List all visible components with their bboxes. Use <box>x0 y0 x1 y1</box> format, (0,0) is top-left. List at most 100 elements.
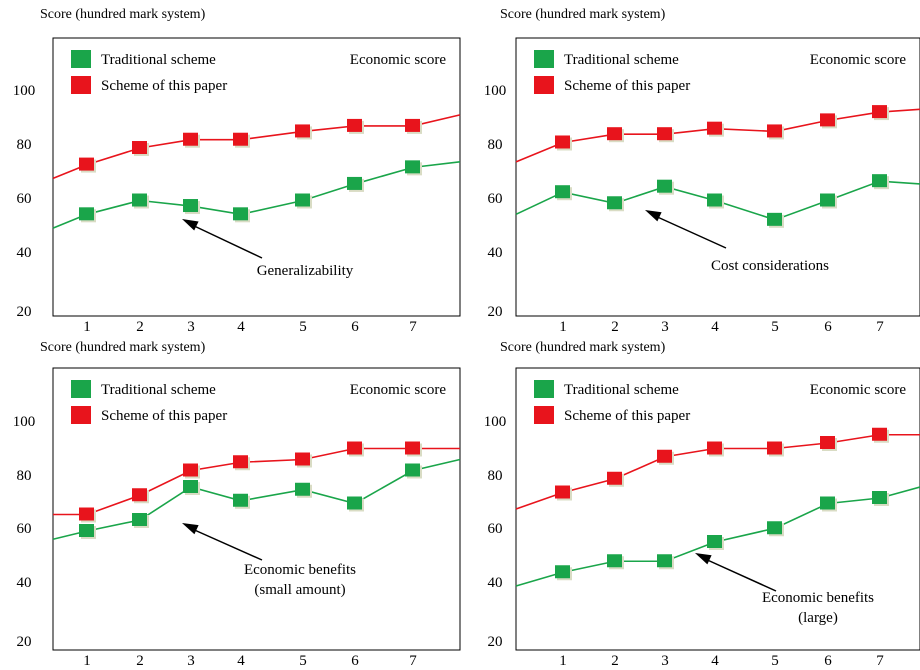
y-tick-label: 20 <box>17 304 32 320</box>
legend-swatch-this-paper <box>71 406 91 424</box>
legend-label: Traditional scheme <box>564 52 679 68</box>
data-point <box>183 199 198 213</box>
legend-swatch-traditional <box>534 50 554 68</box>
x-tick-label: 5 <box>299 653 307 669</box>
x-tick-label: 1 <box>83 319 91 335</box>
data-point <box>872 491 887 504</box>
legend-swatch-this-paper <box>71 76 91 94</box>
x-tick-label: 4 <box>711 319 719 335</box>
x-tick-label: 2 <box>611 319 619 335</box>
data-point <box>657 179 672 193</box>
plot-frame <box>52 367 461 651</box>
x-tick-label: 7 <box>409 653 417 669</box>
data-point <box>79 524 94 537</box>
legend-label: Traditional scheme <box>101 52 216 68</box>
legend-label: Traditional scheme <box>101 382 216 398</box>
data-point <box>555 565 570 579</box>
legend-label: Scheme of this paper <box>564 408 690 424</box>
legend-swatch-traditional <box>534 380 554 398</box>
plot-frame <box>52 37 461 317</box>
legend-label: Scheme of this paper <box>101 78 227 94</box>
annotation-label: (small amount) <box>254 582 345 598</box>
legend-label: Scheme of this paper <box>564 78 690 94</box>
x-tick-label: 2 <box>611 653 619 669</box>
data-point <box>405 441 420 455</box>
data-point <box>820 113 835 127</box>
annotation-label: (large) <box>798 610 838 626</box>
data-point <box>295 452 310 466</box>
x-tick-label: 3 <box>187 319 195 335</box>
data-point <box>657 554 672 568</box>
data-point <box>707 441 722 455</box>
y-tick-label: 80 <box>488 468 503 484</box>
x-tick-label: 5 <box>299 319 307 335</box>
data-point <box>872 105 887 119</box>
annotation-arrow-shaft <box>189 527 263 561</box>
data-point <box>767 124 782 138</box>
y-tick-label: 100 <box>13 83 36 99</box>
chart-panel-2: Score (hundred mark system) 20 40 60 80 100 1 2… <box>484 7 920 335</box>
data-point <box>233 207 248 221</box>
x-tick-label: 5 <box>771 319 779 335</box>
y-axis-label: Score (hundred mark system) <box>40 7 206 22</box>
data-point <box>767 212 782 226</box>
y-axis-label: Score (hundred mark system) <box>500 340 666 355</box>
x-tick-label: 1 <box>559 653 567 669</box>
plot-frame <box>515 37 920 317</box>
x-tick-label: 6 <box>351 319 359 335</box>
data-point <box>233 132 248 146</box>
data-point <box>872 427 887 441</box>
data-point <box>295 482 310 496</box>
data-point <box>183 132 198 146</box>
data-point <box>707 121 722 135</box>
annotation-arrow-head <box>182 523 199 535</box>
data-point <box>233 455 248 469</box>
annotation-arrow-shaft <box>702 557 777 592</box>
x-tick-label: 1 <box>83 653 91 669</box>
y-tick-label: 60 <box>17 191 32 207</box>
data-point <box>183 480 198 493</box>
panel-tag-label: Economic score <box>810 52 907 68</box>
x-tick-label: 2 <box>136 653 144 669</box>
x-tick-label: 4 <box>711 653 719 669</box>
y-tick-label: 60 <box>17 521 32 537</box>
data-point <box>79 157 94 171</box>
annotation-arrow-shaft <box>189 223 263 259</box>
y-tick-label: 40 <box>488 245 503 261</box>
legend-label: Traditional scheme <box>564 382 679 398</box>
y-tick-label: 40 <box>488 575 503 591</box>
data-point <box>347 441 362 455</box>
x-tick-label: 2 <box>136 319 144 335</box>
y-tick-label: 60 <box>488 521 503 537</box>
data-point <box>820 436 835 449</box>
x-tick-label: 4 <box>237 319 245 335</box>
data-point <box>347 176 362 190</box>
data-point <box>657 449 672 463</box>
y-tick-label: 100 <box>484 414 507 430</box>
legend-swatch-traditional <box>71 50 91 68</box>
annotation-label: Economic benefits <box>244 562 356 578</box>
data-point <box>132 141 147 155</box>
chart-panel-1: Score (hundred mark system) 20 40 60 80 100 1 2… <box>13 7 461 335</box>
data-point <box>555 485 570 499</box>
data-point <box>132 193 147 207</box>
data-point <box>820 193 835 207</box>
data-point <box>295 124 310 138</box>
legend-label: Scheme of this paper <box>101 408 227 424</box>
y-tick-label: 100 <box>484 83 507 99</box>
data-point <box>555 185 570 199</box>
x-tick-label: 3 <box>187 653 195 669</box>
x-tick-label: 1 <box>559 319 567 335</box>
y-tick-label: 100 <box>13 414 36 430</box>
data-point <box>347 496 362 510</box>
data-point <box>657 127 672 141</box>
data-point <box>707 193 722 207</box>
annotation-arrow-head <box>695 553 712 565</box>
legend-swatch-traditional <box>71 380 91 398</box>
data-point <box>607 554 622 568</box>
legend-swatch-this-paper <box>534 406 554 424</box>
annotation-label: Cost considerations <box>711 258 829 274</box>
data-point <box>295 193 310 207</box>
annotation-arrow-head <box>182 219 199 231</box>
